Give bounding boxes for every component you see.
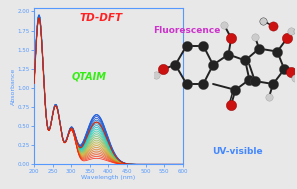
Point bbox=[173, 63, 178, 66]
Point bbox=[271, 82, 276, 85]
Point bbox=[252, 35, 257, 38]
Point bbox=[275, 50, 280, 53]
Text: QTAIM: QTAIM bbox=[72, 72, 107, 82]
Point bbox=[211, 63, 215, 66]
Y-axis label: Absorbance: Absorbance bbox=[11, 67, 16, 105]
Point bbox=[160, 68, 165, 71]
Point bbox=[226, 53, 231, 56]
Text: UV-visible: UV-visible bbox=[212, 147, 263, 156]
Point bbox=[154, 74, 158, 77]
Point bbox=[294, 29, 297, 33]
Point bbox=[247, 78, 252, 81]
Point bbox=[282, 68, 287, 71]
Point bbox=[289, 71, 294, 74]
Point bbox=[184, 82, 189, 85]
Point bbox=[229, 37, 233, 40]
Text: Fluorescence: Fluorescence bbox=[154, 26, 221, 36]
Point bbox=[271, 25, 276, 28]
Point bbox=[252, 80, 257, 83]
Point bbox=[289, 29, 294, 33]
Point bbox=[229, 103, 233, 106]
Point bbox=[261, 19, 266, 22]
Point bbox=[285, 37, 289, 40]
X-axis label: Wavelength (nm): Wavelength (nm) bbox=[81, 175, 135, 180]
Point bbox=[201, 44, 206, 47]
Point bbox=[222, 23, 227, 26]
Point bbox=[266, 96, 271, 99]
Point bbox=[243, 59, 247, 62]
Text: TD-DFT: TD-DFT bbox=[79, 13, 123, 23]
Point bbox=[233, 88, 238, 91]
Point bbox=[293, 77, 297, 80]
Point bbox=[257, 47, 261, 50]
Point bbox=[201, 82, 206, 85]
Point bbox=[184, 44, 189, 47]
